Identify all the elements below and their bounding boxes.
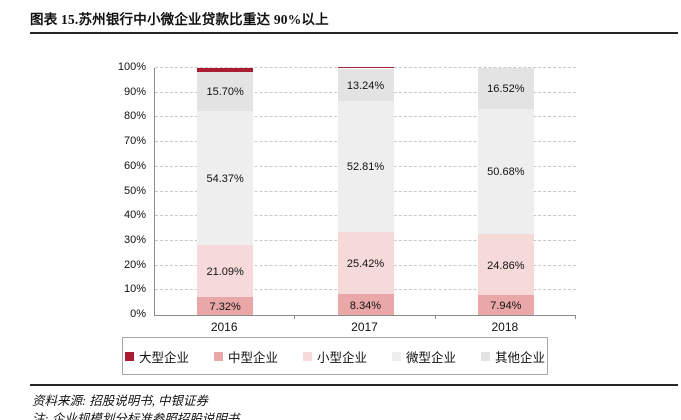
y-axis-tick-label: 90% bbox=[123, 85, 146, 98]
y-axis-tick-label: 30% bbox=[123, 233, 146, 246]
y-axis-tick-label: 70% bbox=[123, 135, 146, 148]
legend-swatch bbox=[392, 351, 401, 361]
bar-segment-label: 54.37% bbox=[206, 172, 244, 185]
bar-segment bbox=[197, 71, 254, 111]
bar-2018: 7.94% 24.86% 50.68% 16.52% bbox=[477, 68, 534, 315]
legend-item-label: 小型企业 bbox=[316, 350, 367, 365]
bar-segment bbox=[337, 294, 394, 315]
figure-title: 图表 15.苏州银行中小微企业贷款比重达 90%以上 bbox=[30, 12, 329, 27]
y-axis-tick-label: 10% bbox=[123, 283, 146, 296]
legend-item: 其他企业 bbox=[481, 347, 545, 366]
bar-segment-label: 15.70% bbox=[206, 86, 244, 99]
bar-segment bbox=[197, 244, 254, 297]
legend-item: 中型企业 bbox=[213, 347, 278, 366]
bar-segment bbox=[337, 101, 394, 232]
bar-segment bbox=[337, 67, 394, 69]
bar-segment bbox=[477, 295, 534, 315]
x-axis-label: 2018 bbox=[491, 320, 519, 334]
legend-item-label: 其他企业 bbox=[495, 350, 546, 365]
legend-item-label: 微型企业 bbox=[406, 350, 457, 365]
bar-segment bbox=[197, 68, 254, 72]
bar-segment bbox=[197, 296, 254, 315]
bar-segment-label: 7.32% bbox=[209, 300, 241, 313]
legend-swatch bbox=[124, 351, 134, 361]
bar-2016: 7.32% 21.09% 54.37% 15.70% bbox=[197, 68, 254, 315]
legend-item: 微型企业 bbox=[392, 347, 456, 366]
bar-segment-label: 50.68% bbox=[487, 166, 525, 179]
footnote: 注: 企业规模划分标准参照招股说明书 bbox=[32, 412, 240, 420]
bar-segment-label: 8.34% bbox=[349, 299, 382, 312]
x-axis-tick bbox=[434, 315, 436, 319]
legend: 大型企业 中型企业 小型企业 微型企业 其他企业 bbox=[122, 337, 548, 375]
bar-segment bbox=[477, 108, 534, 234]
bar-segment-label: 24.86% bbox=[487, 259, 525, 272]
y-axis-tick-label: 20% bbox=[123, 258, 146, 271]
bar-segment-label: 52.81% bbox=[346, 161, 385, 174]
bar-segment-label: 21.09% bbox=[206, 265, 244, 278]
x-axis-tick bbox=[294, 315, 296, 319]
bar-segment-label: 16.52% bbox=[487, 83, 525, 96]
x-axis-tick bbox=[575, 315, 576, 319]
legend-swatch bbox=[213, 351, 223, 361]
legend-swatch bbox=[302, 351, 312, 361]
bar-2017: 8.34% 25.42% 52.81% 13.24% bbox=[337, 67, 394, 315]
y-axis-tick-label: 50% bbox=[123, 184, 146, 197]
bar-segment bbox=[477, 68, 534, 109]
title-rule bbox=[30, 32, 678, 34]
x-axis-label: 2016 bbox=[210, 320, 238, 334]
y-axis-tick-label: 100% bbox=[117, 61, 146, 73]
y-axis-tick-label: 40% bbox=[123, 209, 146, 222]
bar-segment-label: 13.24% bbox=[346, 79, 385, 92]
legend-swatch bbox=[481, 351, 491, 361]
footer-rule bbox=[30, 384, 678, 386]
bar-segment bbox=[197, 110, 254, 245]
bar-segment-label: 25.42% bbox=[346, 258, 385, 271]
x-axis-label: 2017 bbox=[351, 320, 378, 334]
bar-segment-label: 7.94% bbox=[490, 300, 522, 313]
y-axis-tick-label: 0% bbox=[130, 308, 146, 320]
legend-item: 大型企业 bbox=[124, 347, 189, 366]
source-note: 资料来源: 招股说明书, 中银证券 bbox=[32, 394, 209, 408]
bar-segment bbox=[337, 68, 394, 102]
legend-item-label: 大型企业 bbox=[138, 350, 189, 365]
plot-area: 7.32% 21.09% 54.37% 15.70% 8.34% 25.42% 52.81%… bbox=[154, 67, 576, 316]
legend-item: 小型企业 bbox=[302, 347, 367, 366]
bar-segment bbox=[477, 234, 534, 296]
y-axis-tick-label: 60% bbox=[123, 159, 146, 172]
y-axis-tick-label: 80% bbox=[123, 110, 146, 123]
legend-item-label: 中型企业 bbox=[227, 350, 278, 365]
bar-segment bbox=[337, 231, 394, 295]
